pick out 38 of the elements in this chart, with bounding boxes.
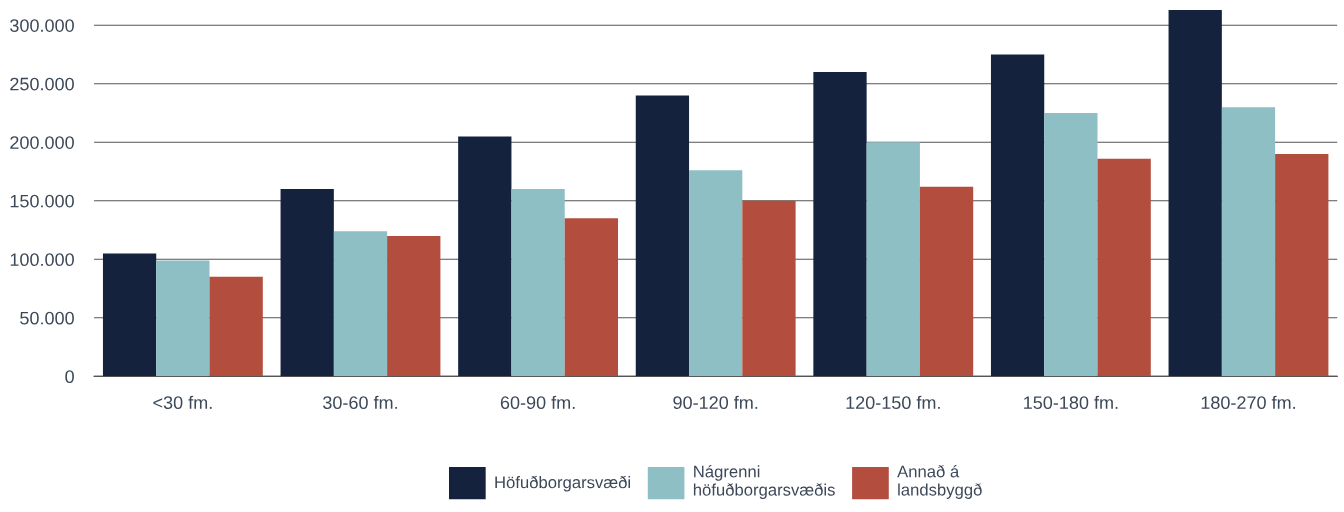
bar bbox=[635, 95, 690, 377]
x-tick-label: 150-180 fm. bbox=[1024, 395, 1118, 410]
bar bbox=[387, 235, 441, 377]
legend-label: Annað á landsbyggð bbox=[897, 464, 982, 499]
bar bbox=[866, 142, 920, 377]
y-tick-label: 250.000 bbox=[10, 77, 74, 91]
bar bbox=[1044, 113, 1098, 377]
y-tick-label: 100.000 bbox=[10, 253, 74, 267]
legend-label: Nágrenni höfuðborgarsvæðis bbox=[693, 465, 835, 500]
y-tick-label: 150.000 bbox=[10, 194, 74, 208]
bar bbox=[280, 189, 334, 377]
x-tick-label: 180-270 fm. bbox=[1201, 395, 1296, 410]
x-tick-label: 60-90 fm. bbox=[500, 395, 575, 410]
bar bbox=[1221, 107, 1276, 377]
bar bbox=[1097, 158, 1151, 377]
x-tick-label: 120-150 fm. bbox=[846, 395, 940, 410]
x-tick-label: 90-120 fm. bbox=[673, 395, 758, 410]
bar bbox=[102, 253, 157, 377]
bar bbox=[1275, 153, 1329, 377]
y-tick-label: 0 bbox=[65, 370, 74, 384]
bar bbox=[689, 170, 743, 377]
bar bbox=[511, 189, 565, 377]
bar bbox=[156, 260, 210, 377]
bar bbox=[1168, 10, 1222, 377]
bar bbox=[919, 186, 974, 377]
bar bbox=[742, 200, 796, 377]
y-tick-label: 200.000 bbox=[10, 136, 74, 149]
bar bbox=[813, 72, 867, 377]
bar bbox=[333, 231, 388, 377]
bar bbox=[209, 276, 263, 377]
x-tick-label: 30-60 fm. bbox=[323, 395, 397, 410]
bar bbox=[990, 54, 1045, 377]
bar bbox=[458, 136, 512, 377]
x-tick-label: <30 fm. bbox=[153, 395, 212, 410]
y-tick-label: 300.000 bbox=[10, 19, 74, 32]
y-tick-label: 50.000 bbox=[20, 311, 74, 325]
bar bbox=[564, 218, 618, 377]
legend-label: Höfuðborgarsvæði bbox=[495, 475, 630, 492]
